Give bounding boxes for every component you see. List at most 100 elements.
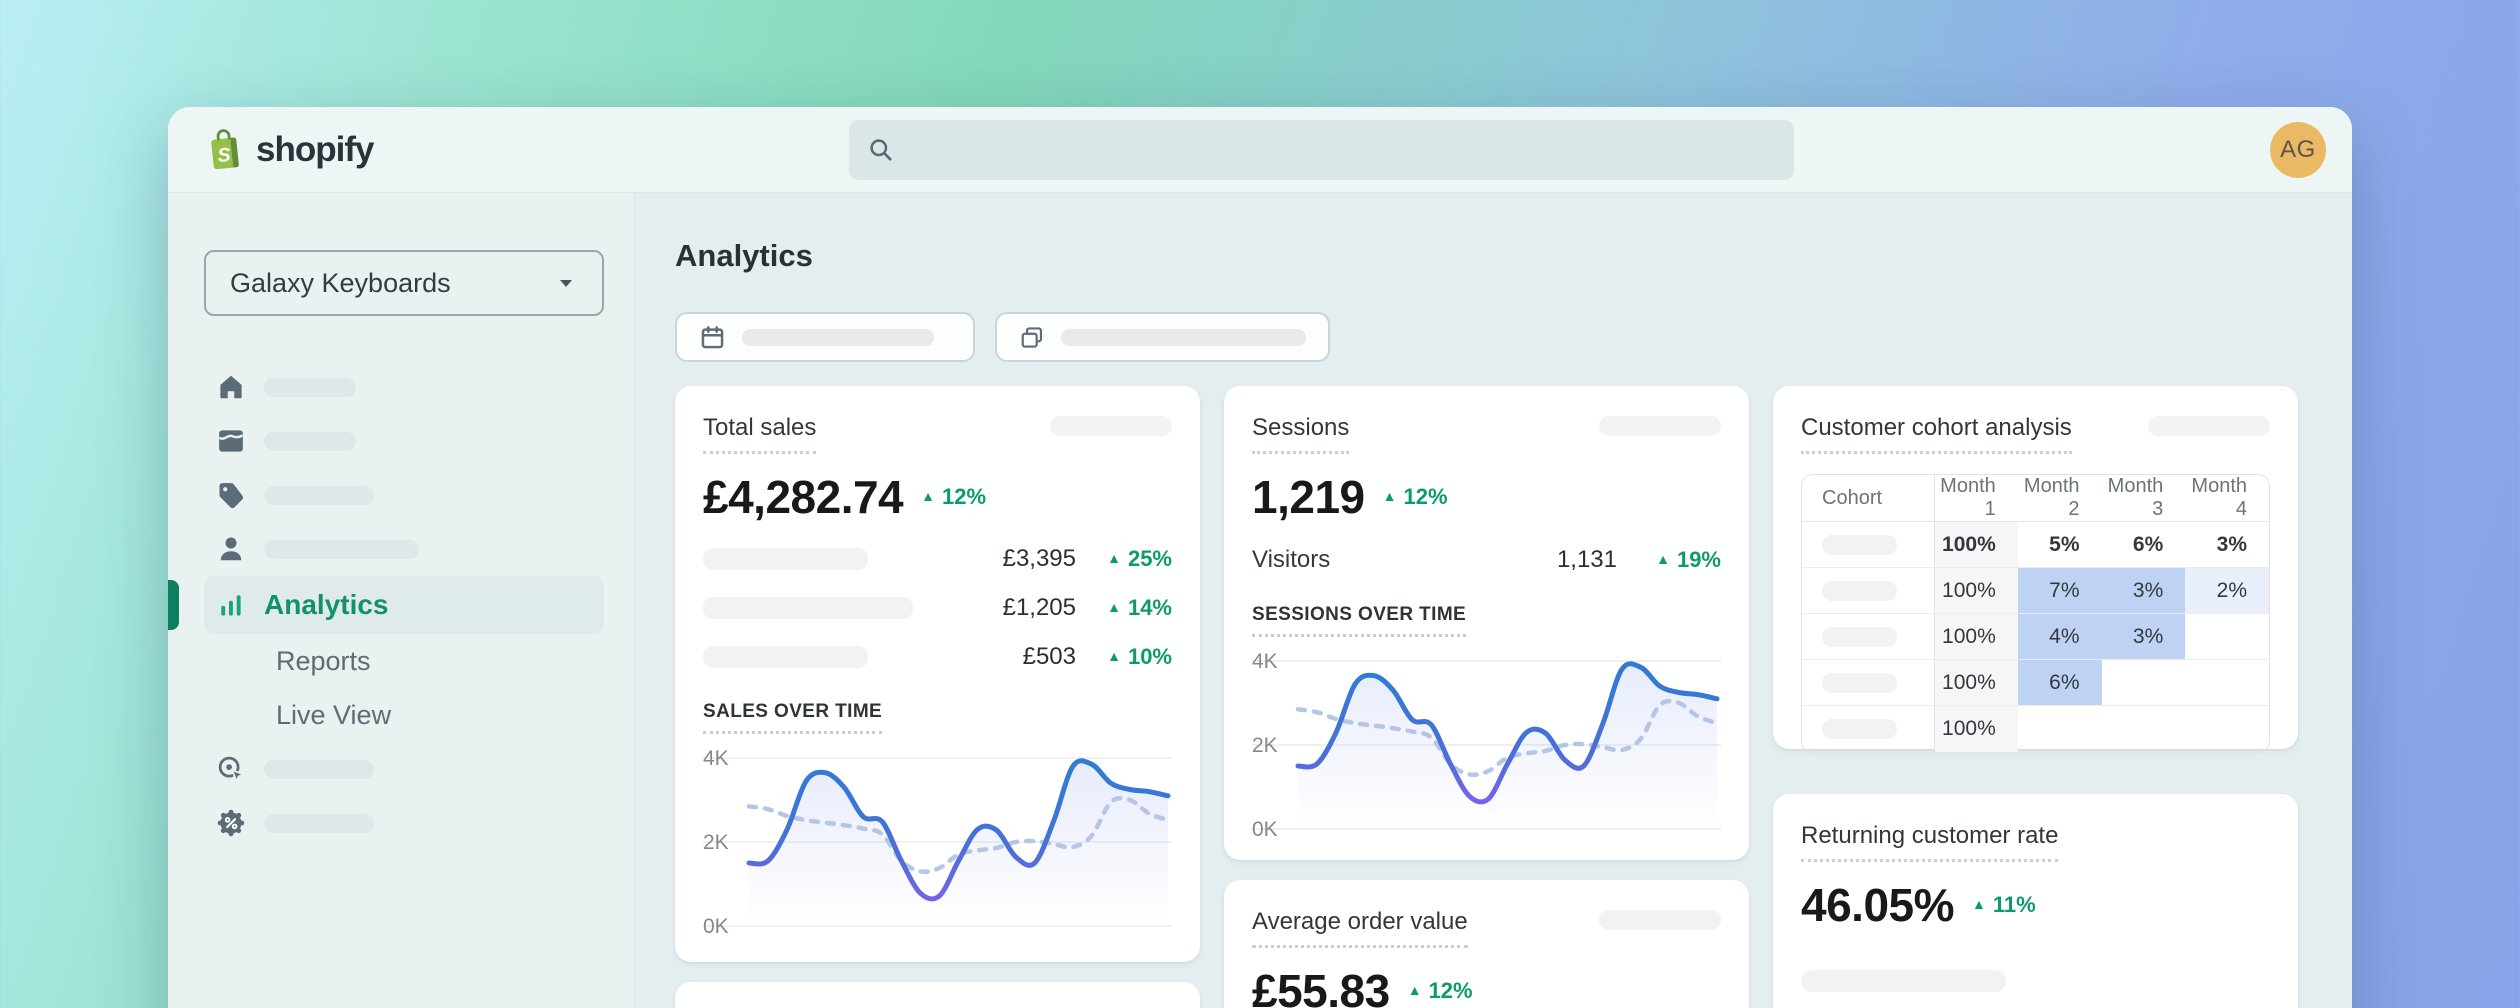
calendar-icon [701,325,724,348]
breakdown-row: £503 ▲ 10% [703,643,1172,671]
returning-rate-value: 46.05% [1801,879,1955,931]
skeleton-bar [1822,580,1897,601]
cohort-value-cell: 100% [1934,567,2018,614]
cohort-row: 100% [1802,705,2269,752]
search-input[interactable] [906,135,1777,164]
total-sales-value: £4,282.74 [703,471,904,523]
shopify-logo[interactable]: S shopify [204,126,374,174]
search-icon [870,139,892,161]
cohort-value-cell [2185,613,2269,660]
cards-grid: Total sales £4,282.74 ▲ 12% £3,395 ▲ 25% [675,386,2352,1008]
card-title: Sessions [1252,414,1350,454]
store-selector[interactable]: Galaxy Keyboards [204,250,604,316]
cohort-value-cell: 7% [2017,567,2102,614]
chevron-down-icon [560,280,572,287]
triangle-up-icon: ▲ [921,488,936,504]
skeleton-bar [1822,626,1897,647]
app-window: S shopify AG Galaxy Keyboards [168,107,2352,1008]
change-badge: ▲ 14% [1107,595,1172,620]
svg-text:0K: 0K [703,915,729,938]
section-label: SALES OVER TIME [703,701,883,734]
change-badge: ▲ 12% [921,484,987,509]
skeleton-pill [1050,416,1172,436]
svg-text:S: S [216,143,231,166]
marketing-icon [218,756,246,784]
cohort-value-cell [2101,705,2186,752]
cohort-row: 100% 7% 3% 2% [1802,567,2269,614]
triangle-up-icon: ▲ [1972,896,1986,912]
card-average-order-value: Average order value £55.83 ▲ 12% [1224,880,1749,1008]
triangle-up-icon: ▲ [1407,982,1422,998]
svg-text:4K: 4K [1252,650,1278,673]
sidebar-item-products[interactable] [204,468,604,522]
search-bar[interactable] [849,119,1795,180]
filters-row [675,312,2352,362]
compare-date-button[interactable] [995,312,1330,362]
skeleton-bar [264,813,374,833]
card-title: Total sales [703,414,817,454]
topbar: S shopify AG [168,107,2352,193]
skeleton-bar [1801,970,2006,992]
date-range-button[interactable] [675,312,975,362]
page-title: Analytics [675,238,813,273]
triangle-up-icon: ▲ [1107,648,1121,664]
cohort-column-header: Month 3 [2101,475,2186,522]
cohort-value-cell: 3% [2101,613,2186,660]
card-cut-off [675,982,1200,1008]
skeleton-bar [264,377,356,397]
cohort-value-cell: 100% [1934,705,2018,752]
breakdown-value: £3,395 [1002,545,1076,572]
card-title: Customer cohort analysis [1801,414,2072,454]
skeleton-pill [1599,910,1721,930]
sidebar-item-reports[interactable]: Reports [204,634,604,688]
sidebar-item-marketing[interactable] [204,742,604,796]
sessions-value: 1,219 [1252,471,1365,523]
cohort-row: 100% 5% 6% 3% [1802,521,2269,568]
cohort-column-header: Month 1 [1934,475,2018,522]
sidebar-item-customers[interactable] [204,522,604,576]
avatar[interactable]: AG [2270,121,2327,178]
cohort-value-cell: 100% [1934,521,2018,568]
breakdown-value: £1,205 [1002,594,1076,621]
cohort-label-cell [1802,567,1935,614]
skeleton-bar [1822,718,1897,739]
visitors-row: Visitors 1,131 ▲ 19% [1252,546,1721,574]
cohort-label-cell [1802,521,1935,568]
aov-value: £55.83 [1252,965,1390,1008]
change-badge: ▲ 12% [1407,978,1473,1003]
change-badge: ▲ 11% [1972,892,2036,917]
products-tag-icon [219,483,244,509]
sidebar-item-analytics[interactable]: Analytics [168,576,604,634]
sidebar-item-discounts[interactable] [204,796,604,850]
sidebar-item-label: Live View [276,699,392,730]
svg-text:2K: 2K [703,831,729,854]
change-badge: ▲ 19% [1656,547,1721,572]
cohort-value-cell: 100% [1934,659,2018,706]
compare-calendar-icon [1021,326,1042,348]
skeleton-bar [264,431,356,451]
cohort-value-cell: 3% [2216,532,2247,556]
sidebar-item-label: Analytics [264,589,389,620]
cohort-label-cell [1802,659,1935,706]
cohort-value-cell [2101,659,2186,706]
change-badge: ▲ 12% [1382,484,1448,509]
skeleton-bar [703,646,868,668]
sidebar-item-home[interactable] [204,360,604,414]
cohort-value-cell [2017,705,2102,752]
sidebar: Galaxy Keyboards [168,193,635,1008]
sales-over-time-chart: 0K 2K 4K [703,744,1172,949]
cohort-table: Cohort Month 1 Month 2 Month 3 Month 4 100% 5… [1801,474,2270,753]
skeleton-bar [703,597,913,619]
skeleton-bar [264,539,419,559]
section-label: SESSIONS OVER TIME [1252,604,1467,637]
skeleton-pill [2148,416,2270,436]
sessions-over-time-chart: 0K 2K 4K [1252,647,1721,852]
sidebar-item-orders[interactable] [204,414,604,468]
card-cohort-analysis: Customer cohort analysis Cohort Month 1 Mo… [1773,386,2298,753]
skeleton-bar [264,485,374,505]
cohort-value-cell: 3% [2101,567,2186,614]
change-badge: ▲ 25% [1107,546,1172,571]
visitors-value: 1,131 [1556,546,1617,573]
sidebar-item-live-view[interactable]: Live View [204,688,604,742]
cohort-column-header: Month 2 [2017,475,2102,522]
